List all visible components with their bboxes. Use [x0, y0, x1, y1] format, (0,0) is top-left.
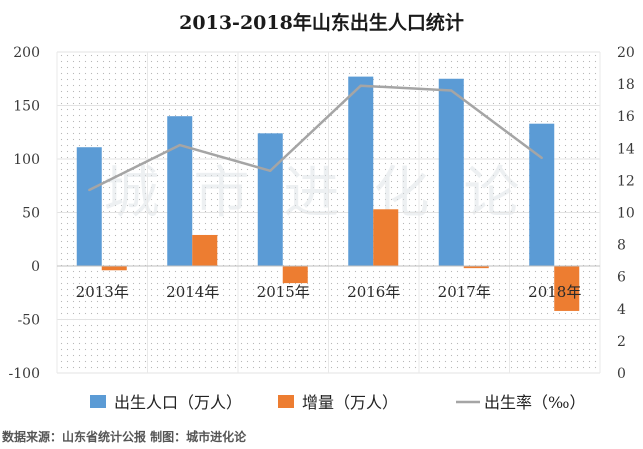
bar-births [438, 78, 464, 266]
y-right-tick-label: 16 [617, 109, 635, 125]
y-left-tick-label: 0 [31, 259, 40, 275]
y-right-tick-label: 20 [617, 45, 635, 61]
line-point [359, 84, 362, 87]
line-point [269, 169, 272, 172]
bar-births [76, 147, 102, 266]
legend-label: 出生人口（万人） [114, 393, 242, 412]
y-left-tick-label: 50 [22, 206, 40, 222]
y-left-tick-label: 200 [13, 45, 40, 61]
legend-swatch [278, 395, 294, 408]
x-tick-label: 2018年 [528, 283, 581, 301]
x-tick-label: 2016年 [347, 283, 400, 301]
y-right-tick-label: 4 [617, 302, 626, 318]
y-right-tick-label: 10 [617, 206, 635, 222]
x-tick-label: 2017年 [438, 283, 491, 301]
line-point [450, 89, 453, 92]
y-left-tick-label: 100 [13, 152, 40, 168]
x-tick-label: 2015年 [257, 283, 310, 301]
source-note: 数据来源：山东省统计公报 制图：城市进化论 [2, 430, 247, 444]
y-right-tick-label: 18 [617, 77, 635, 93]
legend-label: 增量（万人） [302, 393, 398, 412]
line-birth-rate [88, 84, 543, 192]
y-left-tick-label: 150 [13, 99, 40, 115]
bar-increment [463, 266, 489, 269]
bar-births [529, 123, 555, 266]
x-tick-label: 2014年 [166, 283, 219, 301]
bar-increment [282, 266, 308, 284]
bar-increment [373, 209, 399, 266]
bar-increment [554, 266, 580, 311]
bar-increment [192, 234, 218, 266]
line-point [178, 143, 181, 147]
bar-births [167, 116, 193, 266]
bar-births [348, 76, 374, 266]
y-right-tick-label: 2 [617, 334, 626, 350]
line-point [540, 156, 543, 160]
y-right-tick-label: 0 [617, 366, 626, 382]
bar-births [257, 133, 283, 266]
y-left-tick-label: -50 [17, 313, 40, 329]
y-right-tick-label: 6 [617, 270, 626, 286]
y-right-tick-label: 14 [617, 141, 635, 157]
legend-swatch [90, 395, 106, 408]
line-point [88, 188, 91, 192]
chart-title: 2013-2018年山东出生人口统计 [179, 12, 464, 34]
legend-label: 出生率（‰） [484, 393, 585, 412]
y-right-tick-label: 8 [617, 238, 626, 254]
y-left-tick-label: -100 [9, 366, 40, 382]
x-tick-label: 2013年 [76, 283, 129, 301]
y-right-tick-label: 12 [617, 173, 635, 189]
bar-increment [101, 266, 127, 271]
